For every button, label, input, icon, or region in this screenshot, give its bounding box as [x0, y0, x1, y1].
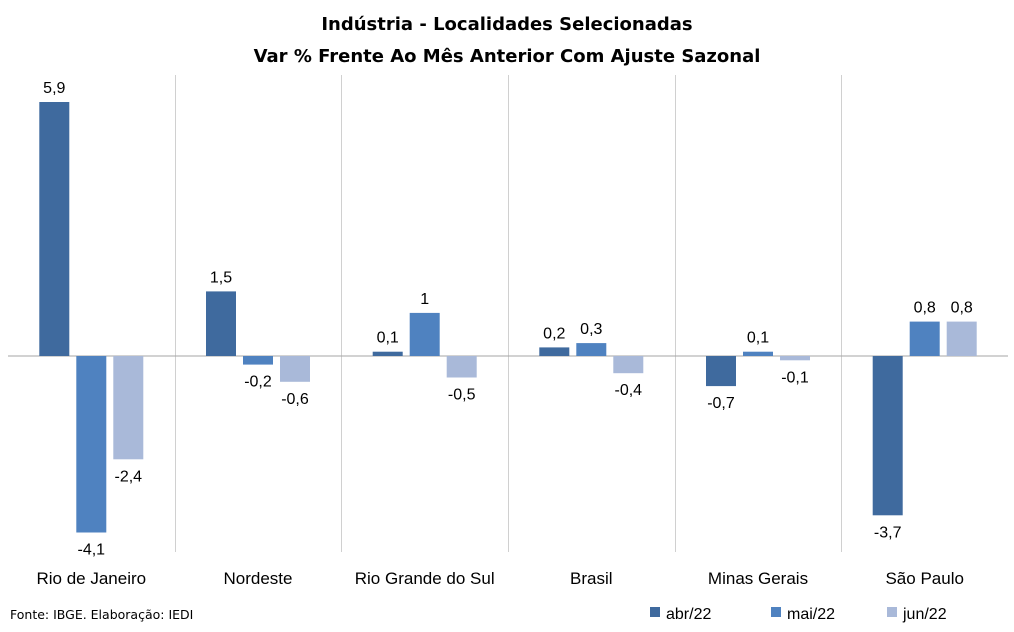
category-label: Brasil [570, 569, 613, 588]
legend-label: jun/22 [902, 606, 947, 623]
category-label: Minas Gerais [708, 569, 808, 588]
category-separators [175, 75, 842, 552]
category-label: Nordeste [224, 569, 293, 588]
data-label: -0,4 [615, 382, 643, 399]
legend: abr/22 mai/22 jun/22 [650, 606, 947, 623]
data-label: -0,1 [781, 369, 809, 386]
bar [780, 356, 810, 361]
chart-title: Indústria - Localidades Selecionadas [321, 14, 692, 35]
bar [280, 356, 310, 382]
legend-swatch [887, 607, 897, 617]
data-label: 0,8 [951, 300, 973, 317]
bar [576, 343, 607, 356]
data-label: 1 [420, 291, 429, 308]
bar [446, 356, 477, 378]
data-label: -3,7 [874, 524, 902, 541]
bar [872, 356, 903, 516]
category-label: Rio de Janeiro [36, 569, 146, 588]
bar [946, 321, 977, 356]
category-labels-group: Rio de Janeiro Nordeste Rio Grande do Sul B… [36, 569, 963, 588]
data-label: -4,1 [78, 542, 106, 559]
data-label: -0,6 [281, 391, 309, 408]
bar [743, 351, 773, 356]
legend-swatch [650, 607, 660, 617]
bar [76, 356, 107, 533]
bar [113, 356, 144, 460]
bar [206, 291, 236, 356]
chart-subtitle: Var % Frente Ao Mês Anterior Com Ajuste … [254, 46, 761, 67]
bar [909, 321, 940, 356]
bars-group [39, 102, 977, 533]
source-note: Fonte: IBGE. Elaboração: IEDI [10, 607, 193, 622]
bar [539, 347, 570, 356]
value-labels-group: 5,9 -4,1 -2,4 1,5 -0,2 -0,6 0,1 1 -0,5 0,2 0,3 -0,4… [43, 80, 973, 559]
bar [372, 351, 403, 356]
legend-label: mai/22 [787, 606, 835, 623]
data-label: -0,5 [448, 387, 476, 404]
data-label: 0,3 [580, 321, 602, 338]
data-label: -0,2 [244, 374, 272, 391]
category-label: São Paulo [885, 569, 963, 588]
bar [706, 356, 736, 387]
category-label: Rio Grande do Sul [355, 569, 495, 588]
bar [409, 312, 440, 356]
bar [613, 356, 644, 374]
data-label: -2,4 [115, 468, 143, 485]
legend-swatch [771, 607, 781, 617]
data-label: 5,9 [43, 80, 65, 97]
data-label: 1,5 [210, 269, 232, 286]
data-label: 0,8 [914, 300, 936, 317]
bar [39, 102, 70, 356]
bar [243, 356, 273, 365]
legend-label: abr/22 [666, 606, 711, 623]
data-label: 0,1 [377, 330, 399, 347]
data-label: 0,2 [543, 325, 565, 342]
data-label: 0,1 [747, 330, 769, 347]
data-label: -0,7 [707, 395, 735, 412]
